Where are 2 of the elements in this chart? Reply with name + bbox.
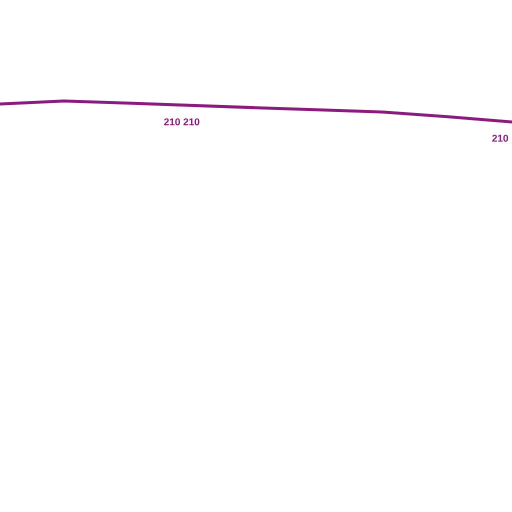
text: 210 bbox=[492, 134, 508, 142]
annotation: 210 210 bbox=[164, 118, 200, 126]
